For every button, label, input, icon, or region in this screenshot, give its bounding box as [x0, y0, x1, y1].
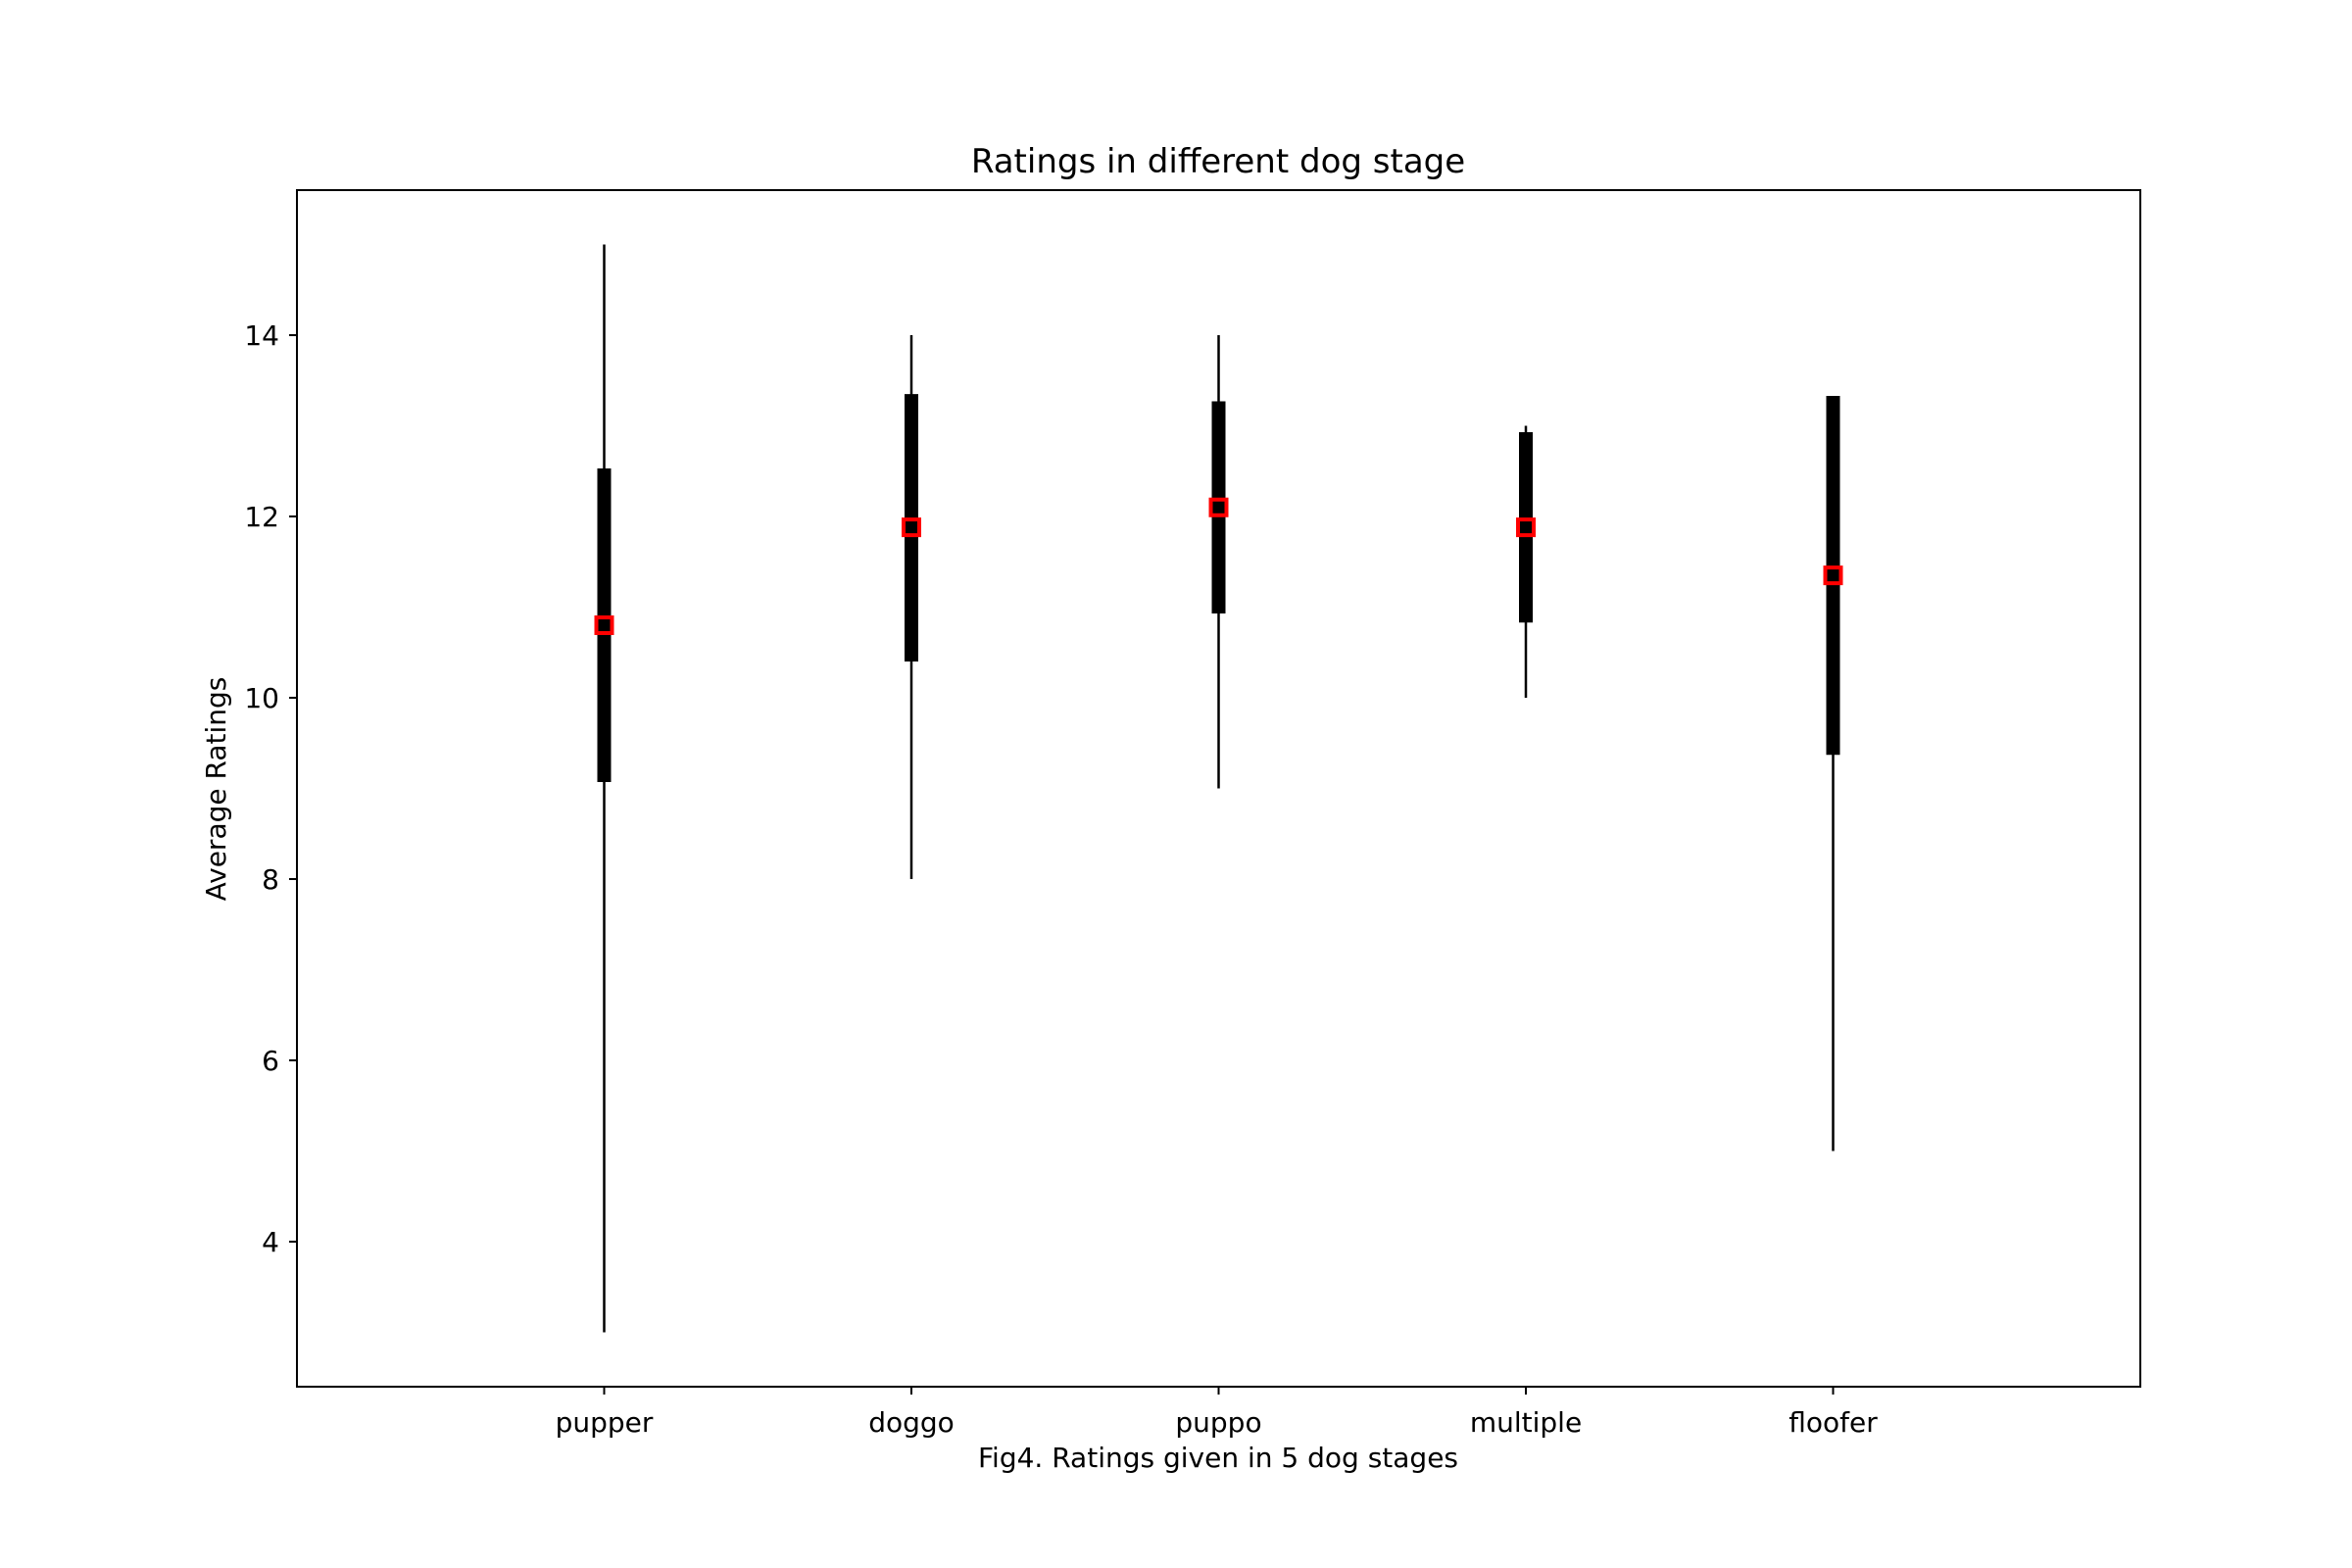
chart-title: Ratings in different dog stage [971, 142, 1465, 181]
y-tick-label: 10 [244, 682, 279, 714]
x-tick-label: multiple [1470, 1406, 1582, 1439]
y-axis-label: Average Ratings [200, 677, 232, 902]
x-tick-label: pupper [556, 1406, 654, 1439]
mean-marker-floofer [1823, 565, 1843, 586]
y-tick-label: 4 [262, 1226, 279, 1258]
y-tick-label: 14 [244, 319, 279, 352]
plot-marks [594, 244, 1843, 1333]
mean-marker-puppo [1208, 497, 1229, 517]
y-tick-label: 6 [262, 1045, 279, 1077]
x-tick-label: floofer [1788, 1406, 1878, 1439]
mean-marker-pupper [594, 615, 614, 635]
x-tick-label: doggo [868, 1406, 955, 1439]
y-tick-label: 12 [244, 501, 279, 533]
y-tick-label: 8 [262, 863, 279, 896]
mean-marker-multiple [1516, 517, 1536, 538]
x-axis-label: Fig4. Ratings given in 5 dog stages [978, 1442, 1458, 1474]
y-axis: 4 6 8 10 12 14 [244, 319, 297, 1258]
mean-marker-doggo [902, 517, 921, 538]
x-axis: pupper doggo puppo multiple floofer [556, 1387, 1878, 1439]
x-tick-label: puppo [1175, 1406, 1261, 1439]
